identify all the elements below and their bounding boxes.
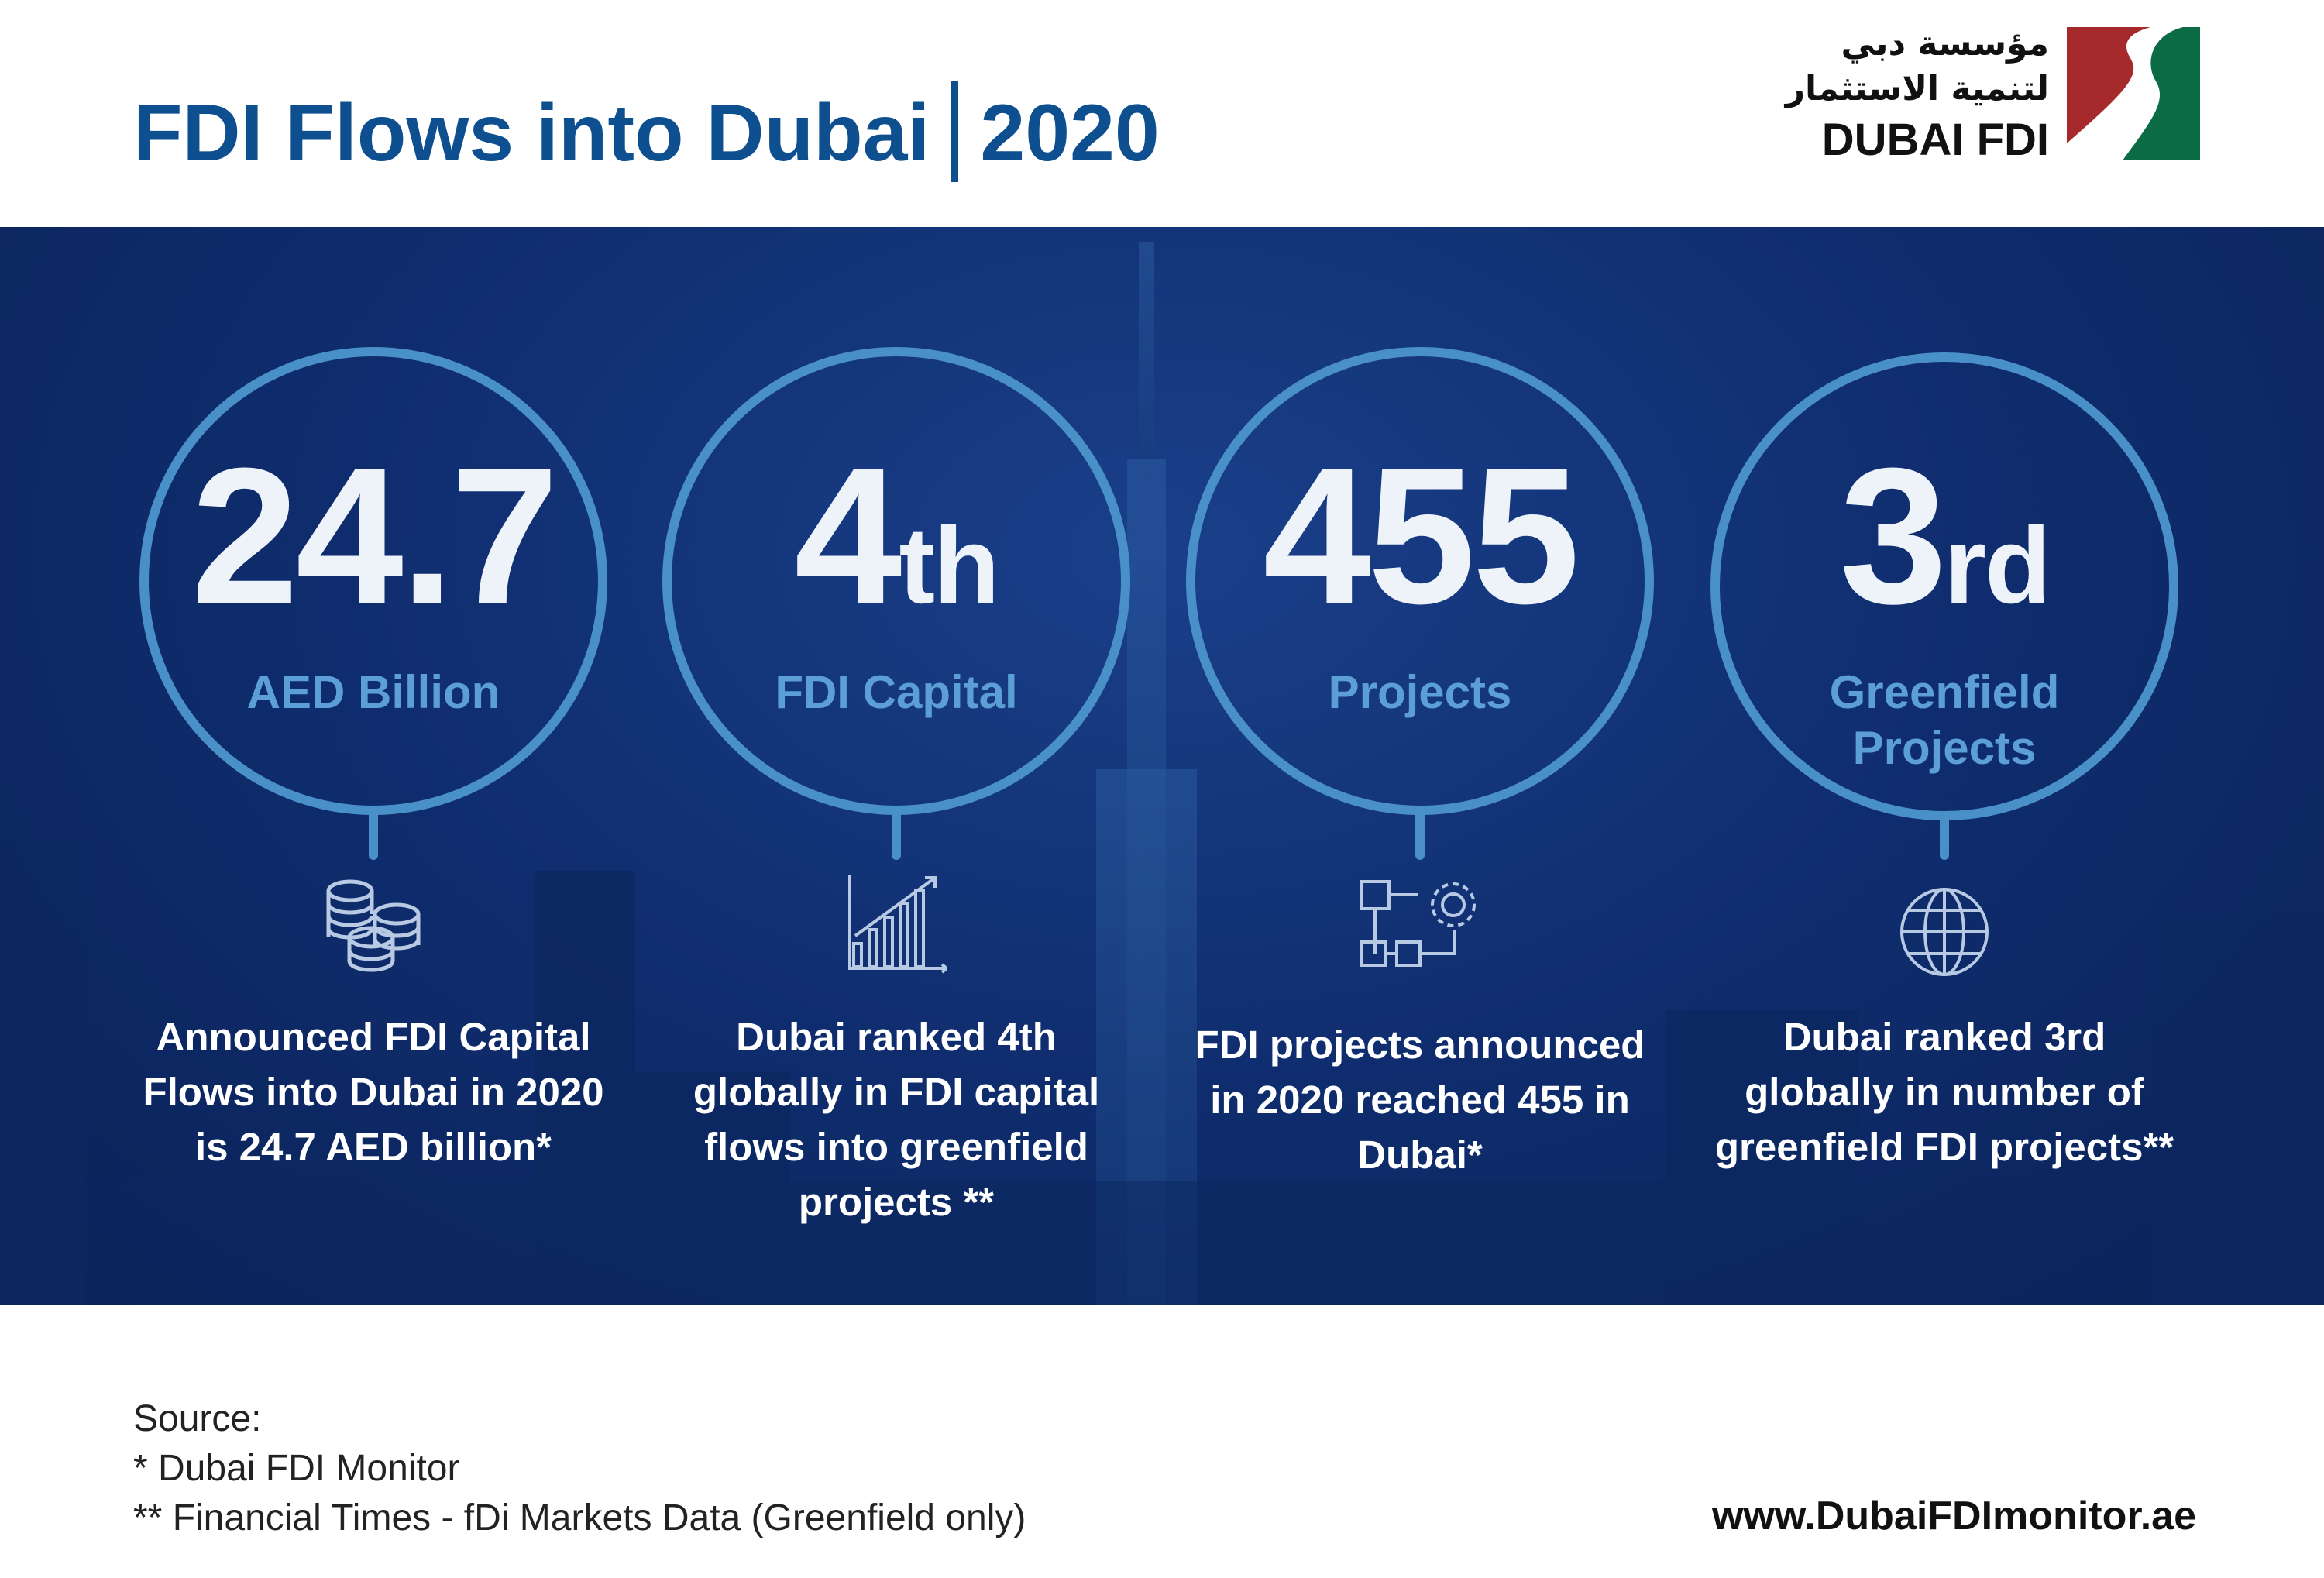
stat-value: 3rd xyxy=(1839,428,2051,644)
logo-emblem-icon xyxy=(2067,27,2200,160)
website-link[interactable]: www.DubaiFDImonitor.ae xyxy=(1711,1494,2196,1538)
stat-label: AED Billion xyxy=(246,666,500,718)
stat-label: FDI Capital xyxy=(775,666,1018,718)
stat-description: FDI projects announced in 2020 reached 45… xyxy=(1195,1023,1645,1177)
stat-value: 24.7 xyxy=(191,428,559,644)
dubai-fdi-logo: مؤسسة دبي لتنمية الاستثمار DUBAI FDI xyxy=(1774,23,2200,170)
hero-band: 24.7 AED Billion Announced FDI Capital Fl… xyxy=(0,227,2324,1305)
source-notes: Source: * Dubai FDI Monitor ** Financial… xyxy=(133,1398,1026,1538)
stat-value: 4th xyxy=(794,428,999,644)
stat-value: 455 xyxy=(1263,428,1580,644)
stat-label: Projects xyxy=(1328,666,1512,718)
title-divider xyxy=(951,81,959,182)
globe-icon xyxy=(1900,888,1989,976)
stat-description: Dubai ranked 4th globally in FDI capital f… xyxy=(693,1015,1100,1224)
page-title: FDI Flows into Dubai 2020 xyxy=(133,81,1160,184)
project-flow-gear-icon xyxy=(1360,880,1476,967)
coins-stack-icon xyxy=(326,879,421,972)
stat-label: Greenfield Projects xyxy=(1829,666,2060,774)
stat-description: Dubai ranked 3rd globally in number of gre… xyxy=(1714,1015,2174,1169)
stat-description: Announced FDI Capital Flows into Dubai in… xyxy=(143,1015,604,1169)
growth-bar-chart-icon xyxy=(848,875,947,974)
